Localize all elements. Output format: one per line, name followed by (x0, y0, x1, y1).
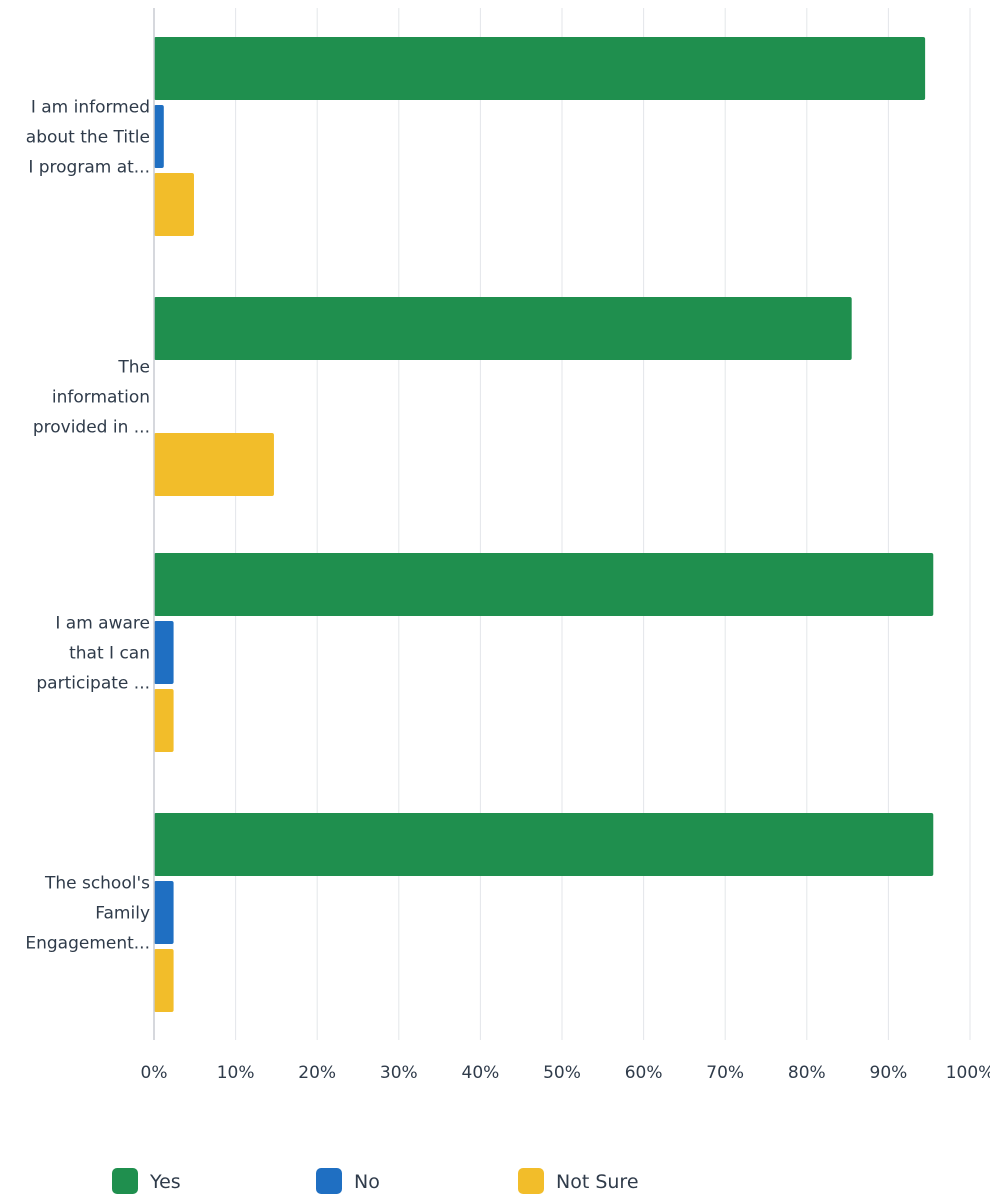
bar-not-sure (154, 433, 274, 496)
category-label: that I can (69, 644, 150, 664)
category-label: provided in ... (33, 418, 150, 438)
bar-no (154, 105, 164, 168)
x-tick-label: 0% (141, 1063, 168, 1083)
x-tick-label: 70% (706, 1063, 744, 1083)
legend: Yes No Not Sure (112, 1168, 639, 1194)
legend-swatch-yes (112, 1168, 138, 1194)
category-label-layer: I am informed about the Title I program at… (25, 98, 150, 954)
bar-not-sure (154, 173, 194, 236)
category-label: I am informed (31, 98, 150, 118)
x-tick-label: 10% (217, 1063, 255, 1083)
legend-swatch-no (316, 1168, 342, 1194)
legend-label: Yes (149, 1171, 181, 1193)
category-label: I am aware (55, 614, 150, 634)
category-label: The (117, 358, 150, 378)
x-tick-label: 20% (298, 1063, 336, 1083)
legend-label: Not Sure (556, 1171, 639, 1193)
bar-not-sure (154, 689, 174, 752)
x-tick-label: 30% (380, 1063, 418, 1083)
bar-not-sure (154, 949, 174, 1012)
bar-yes (154, 37, 926, 100)
category-label: Family (95, 904, 150, 924)
bar-layer (154, 37, 934, 1012)
category-label: Engagement... (25, 934, 150, 954)
bar-yes (154, 297, 852, 360)
category-label: information (52, 388, 150, 408)
x-tick-label: 40% (462, 1063, 500, 1083)
category-label: I program at... (28, 158, 150, 178)
category-label: The school's (44, 874, 150, 894)
legend-swatch-not-sure (518, 1168, 544, 1194)
category-label: participate ... (36, 674, 150, 694)
x-tick-label: 50% (543, 1063, 581, 1083)
x-tick-label: 60% (625, 1063, 663, 1083)
category-label: about the Title (26, 128, 150, 148)
x-tick-label: 80% (788, 1063, 826, 1083)
bar-yes (154, 813, 934, 876)
tick-label-layer: 0% 10% 20% 30% 40% 50% 60% 70% 80% 90% 100% (141, 1063, 990, 1083)
bar-yes (154, 553, 934, 616)
bar-no (154, 621, 174, 684)
legend-label: No (354, 1171, 380, 1193)
x-tick-label: 90% (870, 1063, 908, 1083)
grid-layer (235, 8, 971, 1040)
x-tick-label: 100% (946, 1063, 990, 1083)
bar-no (154, 881, 174, 944)
